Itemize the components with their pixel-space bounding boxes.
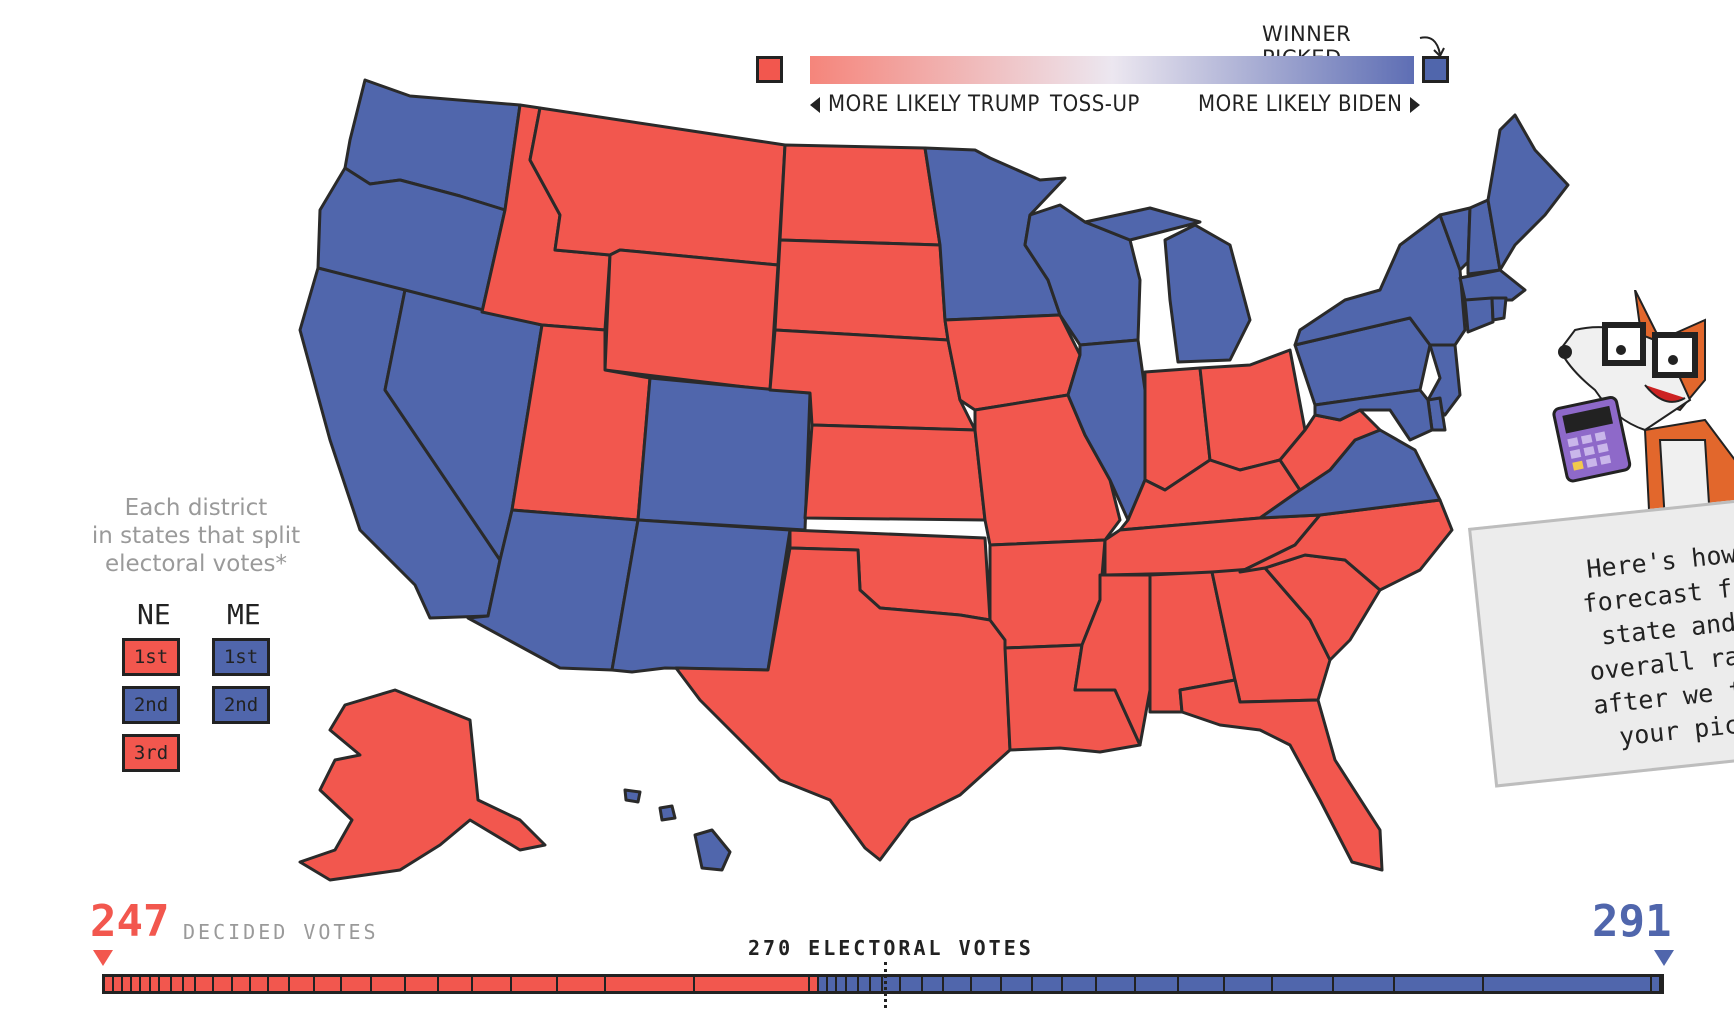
forecast-legend: WINNER PICKED MORE LIKELY TRUMP TOSS-UP …: [750, 20, 1449, 130]
biden-state-segment[interactable]: [846, 977, 859, 991]
biden-state-segment[interactable]: [901, 977, 923, 991]
state-HI[interactable]: [623, 788, 732, 872]
trump-state-segment[interactable]: [606, 977, 695, 991]
ne-district-3rd[interactable]: 3rd: [122, 734, 180, 772]
right-triangle-icon: [1410, 97, 1421, 113]
more-likely-biden-label: MORE LIKELY BIDEN: [1198, 92, 1421, 117]
state-TX[interactable]: [674, 546, 1012, 862]
biden-state-segment[interactable]: [837, 977, 847, 991]
more-likely-trump-label: MORE LIKELY TRUMP: [810, 92, 1040, 117]
state-MA[interactable]: [1458, 268, 1527, 302]
state-KS[interactable]: [803, 423, 987, 522]
state-AK[interactable]: [298, 688, 547, 882]
trump-state-segment[interactable]: [183, 977, 197, 991]
trump-state-segment[interactable]: [512, 977, 558, 991]
trump-state-segment[interactable]: [123, 977, 133, 991]
trump-state-segment[interactable]: [405, 977, 440, 991]
threshold-line: [884, 962, 887, 1008]
state-RI[interactable]: [1490, 296, 1508, 322]
state-WV[interactable]: [1278, 408, 1382, 492]
biden-state-segment[interactable]: [1136, 977, 1179, 991]
trump-state-segment[interactable]: [269, 977, 291, 991]
state-NM[interactable]: [610, 518, 792, 674]
biden-state-segment[interactable]: [1483, 977, 1652, 991]
biden-state-segment[interactable]: [1063, 977, 1097, 991]
state-CO[interactable]: [636, 376, 812, 532]
biden-state-segment[interactable]: [1395, 977, 1484, 991]
state-WY[interactable]: [603, 248, 780, 392]
biden-electoral-count: 291: [1592, 896, 1672, 947]
me-heading: ME: [227, 598, 261, 631]
state-SD[interactable]: [773, 238, 950, 342]
trump-state-segment[interactable]: [290, 977, 315, 991]
decided-votes-label: DECIDED VOTES: [183, 920, 379, 944]
trump-state-segment[interactable]: [557, 977, 607, 991]
trump-state-segment[interactable]: [372, 977, 406, 991]
trump-state-segment[interactable]: [159, 977, 172, 991]
biden-state-segment[interactable]: [1002, 977, 1033, 991]
trump-state-segment[interactable]: [314, 977, 342, 991]
trump-winner-swatch[interactable]: [756, 56, 783, 83]
trump-state-segment[interactable]: [196, 977, 215, 991]
trump-state-segment[interactable]: [694, 977, 811, 991]
biden-state-segment[interactable]: [1224, 977, 1274, 991]
biden-marker-icon: [1654, 950, 1674, 966]
trump-state-segment[interactable]: [439, 977, 473, 991]
biden-state-segment[interactable]: [1178, 977, 1225, 991]
trump-marker-icon: [93, 950, 113, 966]
ne-heading: NE: [137, 598, 171, 631]
trump-state-segment[interactable]: [150, 977, 160, 991]
calculator-icon: [1552, 396, 1632, 483]
trump-state-segment[interactable]: [472, 977, 513, 991]
ne-district-2nd[interactable]: 2nd: [122, 686, 180, 724]
biden-state-segment[interactable]: [1273, 977, 1335, 991]
left-triangle-icon: [810, 97, 820, 113]
split-states-caption: Each district in states that split elect…: [91, 495, 301, 577]
trump-state-segment[interactable]: [171, 977, 184, 991]
biden-state-segment[interactable]: [922, 977, 945, 991]
threshold-label: 270 ELECTORAL VOTES: [748, 936, 1034, 960]
biden-state-segment[interactable]: [883, 977, 902, 991]
state-CT[interactable]: [1463, 296, 1495, 334]
biden-state-segment[interactable]: [819, 977, 829, 991]
trump-electoral-count: 247: [90, 896, 170, 947]
biden-state-segment[interactable]: [1334, 977, 1396, 991]
speech-bubble-text: Here's how forecast for state and overal…: [1581, 539, 1734, 752]
biden-state-segment[interactable]: [858, 977, 871, 991]
biden-state-segment[interactable]: [828, 977, 838, 991]
state-MD[interactable]: [1313, 388, 1434, 442]
state-FL[interactable]: [1178, 678, 1384, 872]
biden-state-segment[interactable]: [870, 977, 884, 991]
trump-state-segment[interactable]: [214, 977, 233, 991]
probability-gradient-bar: [810, 56, 1414, 84]
state-IL[interactable]: [1066, 338, 1147, 522]
trump-state-segment[interactable]: [341, 977, 373, 991]
trump-state-segment[interactable]: [810, 977, 820, 991]
state-NY[interactable]: [1293, 213, 1467, 347]
state-MT[interactable]: [528, 106, 787, 267]
trump-state-segment[interactable]: [114, 977, 124, 991]
biden-state-segment[interactable]: [971, 977, 1003, 991]
toss-up-label: TOSS-UP: [1050, 92, 1140, 117]
state-ME[interactable]: [1486, 113, 1570, 272]
biden-state-segment[interactable]: [1032, 977, 1064, 991]
me-district-1st[interactable]: 1st: [212, 638, 270, 676]
trump-state-segment[interactable]: [141, 977, 151, 991]
me-district-2nd[interactable]: 2nd: [212, 686, 270, 724]
biden-state-segment[interactable]: [1651, 977, 1661, 991]
trump-state-segment[interactable]: [250, 977, 270, 991]
biden-winner-swatch[interactable]: [1422, 56, 1449, 83]
biden-state-segment[interactable]: [944, 977, 972, 991]
state-ND[interactable]: [778, 143, 942, 247]
biden-state-segment[interactable]: [1096, 977, 1137, 991]
state-MI[interactable]: [1083, 206, 1252, 364]
electoral-vote-bar: [102, 974, 1664, 994]
ne-district-1st[interactable]: 1st: [122, 638, 180, 676]
trump-state-segment[interactable]: [232, 977, 251, 991]
trump-state-segment[interactable]: [132, 977, 142, 991]
trump-state-segment[interactable]: [105, 977, 115, 991]
